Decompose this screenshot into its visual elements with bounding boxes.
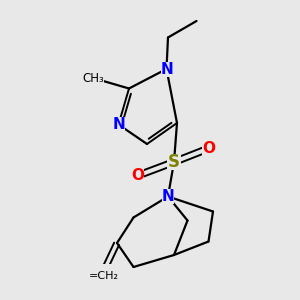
FancyBboxPatch shape <box>162 189 174 204</box>
FancyBboxPatch shape <box>167 154 181 170</box>
FancyBboxPatch shape <box>92 264 115 279</box>
FancyBboxPatch shape <box>82 71 103 85</box>
Text: N: N <box>160 61 173 76</box>
Text: S: S <box>168 153 180 171</box>
FancyBboxPatch shape <box>202 141 214 156</box>
Text: =CH₂: =CH₂ <box>88 271 119 281</box>
FancyBboxPatch shape <box>160 61 172 76</box>
FancyBboxPatch shape <box>112 117 124 132</box>
Text: N: N <box>112 117 125 132</box>
Text: CH₃: CH₃ <box>82 71 104 85</box>
Text: O: O <box>131 168 145 183</box>
Text: O: O <box>202 141 215 156</box>
FancyBboxPatch shape <box>132 168 144 183</box>
Text: N: N <box>162 189 174 204</box>
